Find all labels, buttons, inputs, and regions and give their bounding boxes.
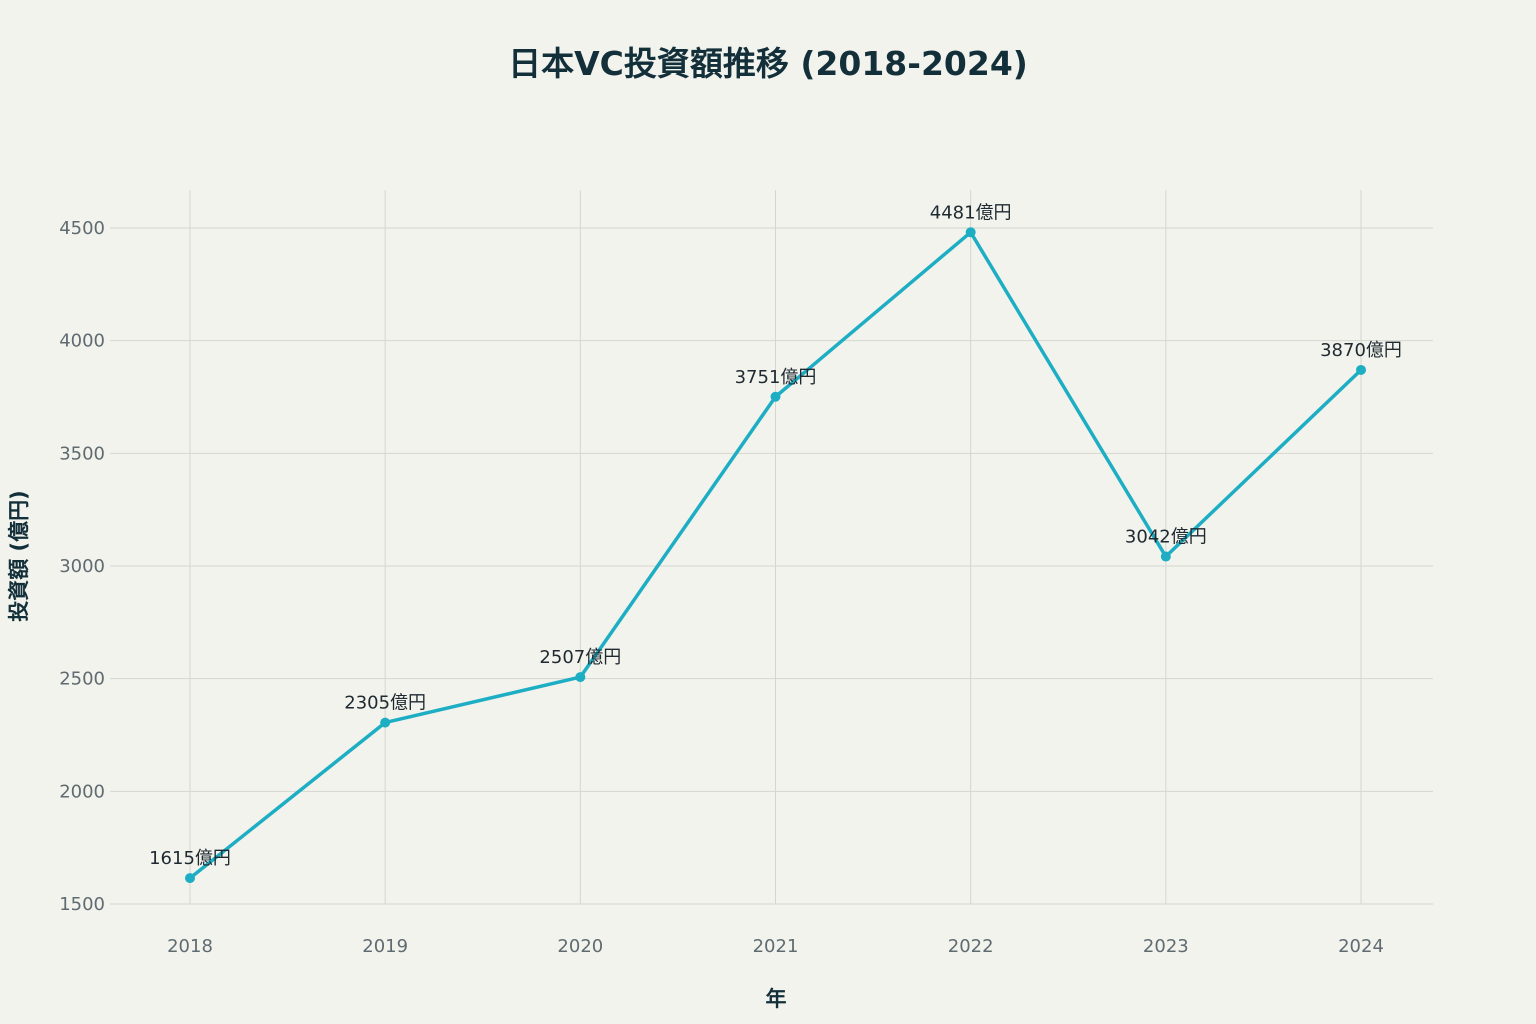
y-tick-label: 3500 [59,443,105,464]
x-tick-label: 2022 [948,936,994,957]
data-label: 2507億円 [539,647,621,668]
data-label: 3870億円 [1320,340,1402,361]
data-point [770,391,781,402]
data-labels: 1615億円 2305億円 2507億円 3751億円 4481億円 3042億円 3870… [149,202,1402,869]
y-tick-label: 1500 [59,894,105,915]
data-point [1160,551,1171,562]
grid [110,190,1433,905]
data-label: 4481億円 [930,202,1012,223]
y-tick-label: 4000 [59,331,105,352]
y-tick-label: 4500 [59,218,105,239]
data-point [185,873,195,884]
x-tick-label: 2020 [557,936,603,957]
data-point [380,717,391,728]
data-point [575,672,586,683]
y-axis-title: 投資額 (億円) [7,490,31,622]
y-tick-label: 2500 [59,669,105,690]
data-label: 3042億円 [1125,527,1207,548]
x-tick-label: 2018 [167,936,213,957]
data-label: 1615億円 [149,848,231,869]
y-tick-label: 3000 [59,556,105,577]
x-tick-label: 2019 [362,936,408,957]
series [185,227,1366,884]
x-tick-label: 2021 [753,936,799,957]
x-axis-ticks: 2018 2019 2020 2021 2022 2023 2024 [167,936,1384,957]
data-point [965,227,976,238]
y-tick-label: 2000 [59,781,105,802]
data-label: 3751億円 [735,367,817,388]
data-label: 2305億円 [344,693,426,714]
x-tick-label: 2023 [1143,936,1189,957]
x-axis-title: 年 [766,987,787,1011]
x-tick-label: 2024 [1338,936,1384,957]
data-point [1356,364,1366,375]
y-axis-ticks: 1500 2000 2500 3000 3500 4000 4500 [59,218,105,915]
chart-title: 日本VC投資額推移 (2018-2024) [508,44,1028,83]
